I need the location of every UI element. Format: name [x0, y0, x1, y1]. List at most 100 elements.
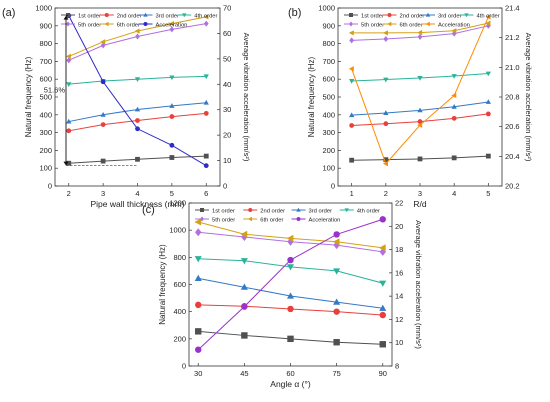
y2-tick-label: 20.4	[505, 152, 520, 161]
data-point	[349, 79, 355, 84]
panel-label: (c)	[142, 204, 155, 216]
data-point	[382, 30, 388, 36]
data-point	[169, 114, 175, 119]
legend-marker	[349, 21, 353, 27]
chart-panel-2: (b) 0 100 200 300 400 500 600 700 800 900 1000 20.2 2…	[288, 4, 533, 210]
data-point	[195, 301, 202, 309]
y-tick-label: 600	[39, 75, 52, 84]
y-tick-label: 300	[39, 128, 52, 137]
series-3rd-order	[66, 99, 209, 124]
x-tick-label: 1	[350, 189, 354, 198]
y-tick-label: 800	[173, 253, 186, 262]
y2-tick-label: 40	[223, 80, 231, 89]
panel-label: (b)	[288, 7, 301, 19]
legend-label: 2nd order	[400, 13, 425, 19]
data-point	[241, 332, 248, 339]
data-point	[379, 216, 386, 223]
series-2nd-order	[349, 111, 491, 128]
y2-tick-label: 18	[395, 245, 403, 254]
data-point	[169, 26, 175, 33]
data-point	[134, 28, 140, 34]
arrow-head	[63, 15, 69, 20]
series-3rd-order	[194, 274, 387, 311]
y2-tick-label: 20.8	[505, 93, 520, 102]
y-tick-label: 100	[39, 164, 52, 173]
data-point	[485, 20, 491, 26]
legend-marker	[104, 13, 109, 17]
data-point	[100, 79, 106, 85]
data-point	[203, 163, 209, 169]
y2-axis-label: Average vibration acceleration (mm/s²)	[242, 33, 251, 162]
data-point	[332, 238, 340, 246]
legend-label: 1st order	[361, 13, 384, 19]
data-point	[417, 33, 423, 40]
data-point	[286, 234, 294, 242]
y2-tick-label: 70	[223, 4, 231, 13]
legend-item: 1st order	[195, 208, 235, 214]
y2-tick-label: 10	[223, 156, 231, 165]
x-tick-label: 90	[379, 369, 387, 378]
y2-axis-label: Average vibration acceleration (mm/s²)	[524, 33, 533, 162]
data-point	[241, 303, 248, 310]
legend-label: 6th order	[117, 22, 140, 28]
data-point	[451, 104, 457, 109]
legend-label: 4th order	[357, 208, 380, 214]
x-tick-label: 3	[418, 189, 422, 198]
y-tick-label: 200	[39, 146, 52, 155]
legend-item: 4th order	[339, 208, 380, 214]
y2-tick-label: 21.0	[505, 63, 520, 72]
y2-tick-label: 20.2	[505, 182, 520, 191]
chart-panel-3: (c) 0 200 400 600 800 1000 1200 8 10 12 14 16 18 20 22 3…	[142, 199, 423, 390]
data-point	[169, 75, 175, 81]
x-tick-label: 4	[452, 189, 456, 198]
data-point	[134, 77, 141, 82]
legend-marker	[464, 13, 469, 18]
y-tick-label: 600	[173, 280, 186, 289]
series-5th-order	[349, 22, 491, 44]
data-point	[333, 339, 340, 346]
y-tick-label: 1000	[35, 4, 52, 13]
series-1st-order	[66, 153, 209, 166]
legend-item: Acceleration	[138, 22, 187, 28]
data-point	[379, 311, 386, 319]
legend-label: Acceleration	[309, 217, 341, 223]
series-3rd-order	[349, 99, 491, 118]
y-axis-label: Natural frequency (Hz)	[307, 56, 316, 137]
y2-tick-label: 10	[395, 338, 403, 347]
data-point	[65, 53, 71, 60]
data-point	[417, 122, 423, 128]
legend-item: 3rd order	[138, 12, 179, 19]
x-axis-label: Pipe wall thickness (mm)	[91, 199, 185, 209]
x-tick-label: 75	[332, 369, 340, 378]
data-point	[379, 280, 387, 287]
y-tick-label: 900	[39, 21, 52, 30]
data-point	[66, 82, 72, 87]
y2-tick-label: 20	[395, 222, 403, 231]
y2-tick-label: 60	[223, 29, 231, 38]
data-point	[451, 155, 457, 161]
data-point	[349, 112, 355, 118]
y2-tick-label: 20.6	[505, 122, 520, 131]
legend-label: 5th order	[78, 22, 101, 28]
data-point	[485, 14, 491, 20]
legend-label: 3rd order	[309, 208, 333, 214]
annotation-label: 51.6%	[44, 86, 66, 95]
legend-label: 6th order	[260, 217, 283, 223]
data-point	[203, 20, 209, 27]
data-point	[286, 292, 295, 299]
x-tick-label: 60	[286, 369, 294, 378]
legend-marker	[247, 216, 253, 222]
data-point	[382, 161, 388, 167]
data-point	[485, 111, 491, 117]
data-point	[333, 231, 340, 238]
x-tick-label: 30	[194, 369, 202, 378]
legend-marker	[425, 21, 430, 27]
data-point	[194, 256, 202, 263]
legend-marker	[349, 13, 353, 17]
legend-marker	[296, 207, 301, 212]
data-point	[451, 115, 457, 121]
y-tick-label: 1000	[318, 4, 335, 13]
data-point	[417, 119, 423, 124]
y-tick-label: 500	[322, 93, 335, 102]
data-point	[348, 66, 354, 72]
